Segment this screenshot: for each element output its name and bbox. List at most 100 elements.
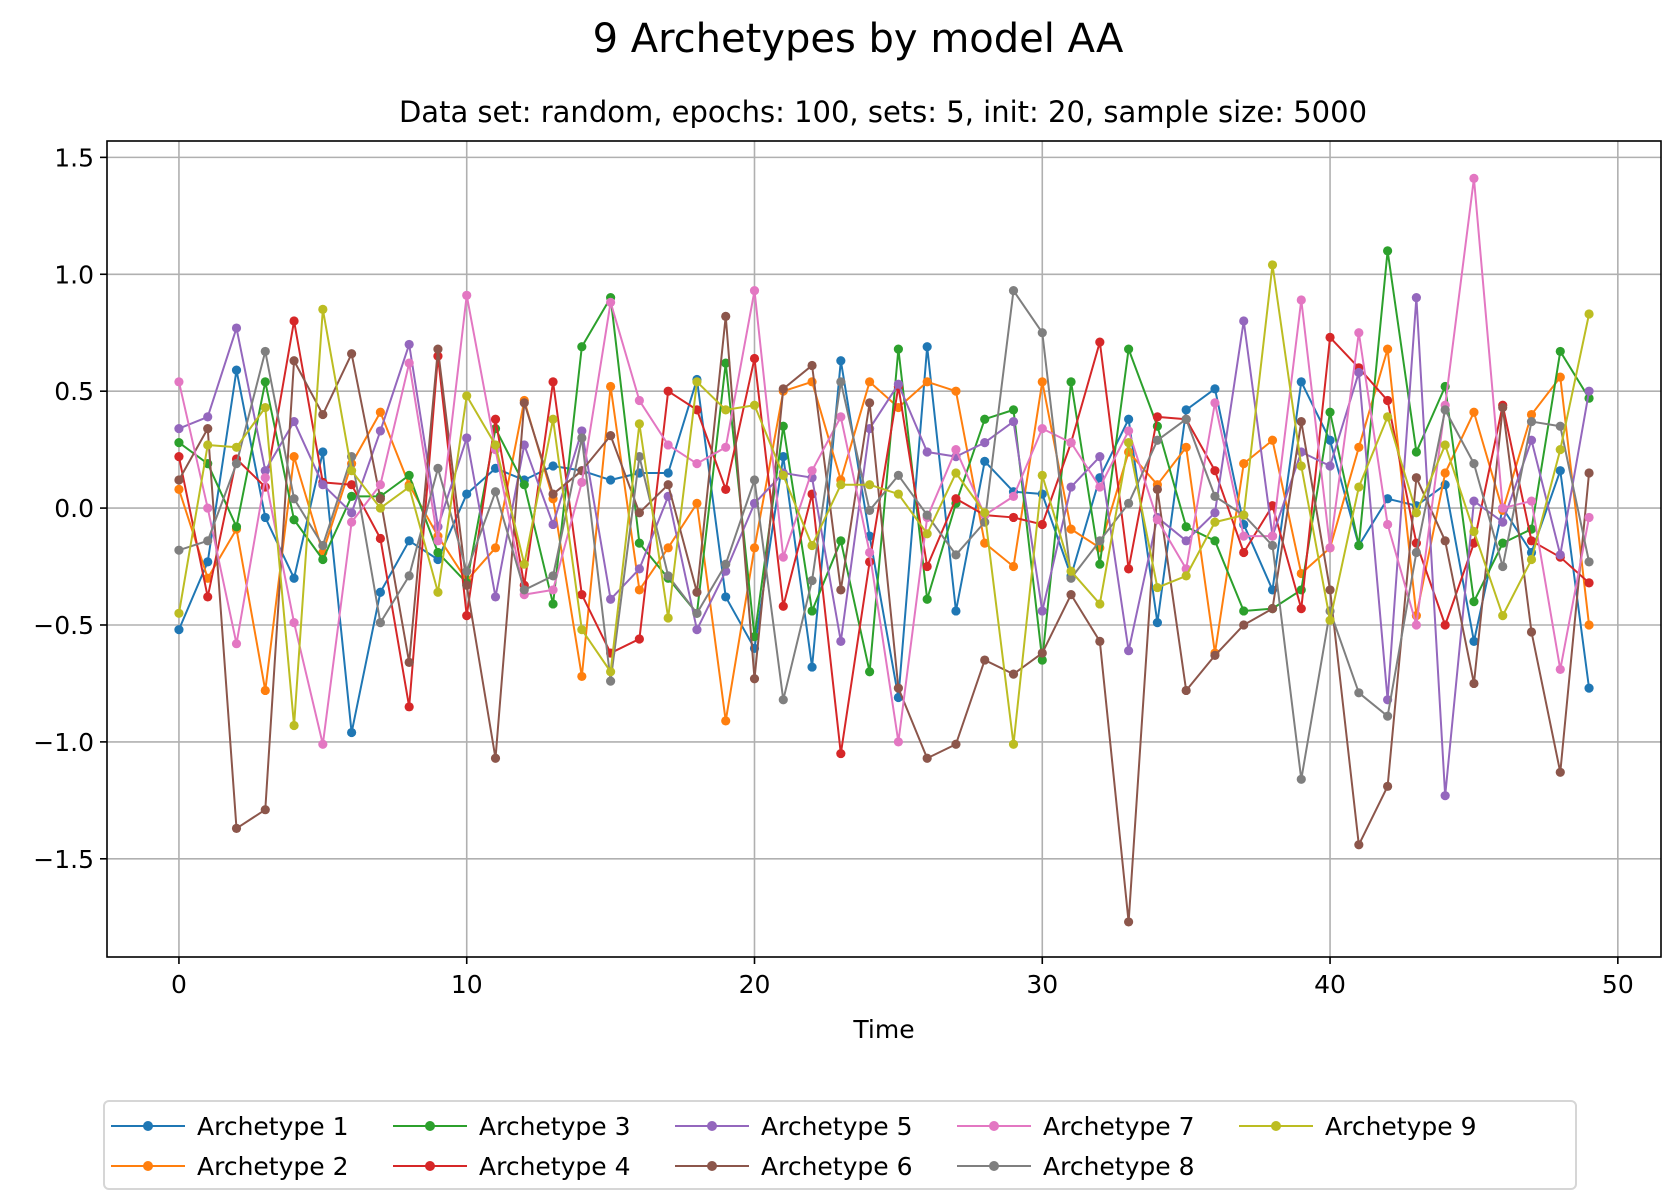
data-point xyxy=(749,353,760,364)
data-point xyxy=(836,412,846,422)
data-point xyxy=(1526,554,1537,565)
data-point xyxy=(634,585,644,595)
data-point xyxy=(749,543,760,553)
series-8 xyxy=(174,286,1594,784)
series-line xyxy=(177,263,1591,746)
data-point xyxy=(1498,611,1508,621)
legend-item: Archetype 2 xyxy=(111,1146,349,1186)
data-point xyxy=(865,398,875,408)
data-point xyxy=(1296,461,1306,471)
data-point xyxy=(692,587,702,597)
data-point xyxy=(260,402,270,413)
legend-swatch xyxy=(957,1114,1031,1138)
data-point xyxy=(174,625,184,635)
data-point xyxy=(1124,344,1134,354)
data-point xyxy=(836,748,846,759)
data-point xyxy=(260,512,270,523)
data-point xyxy=(433,536,443,546)
data-point xyxy=(1383,711,1393,721)
series-line xyxy=(178,296,1591,797)
data-point xyxy=(490,414,501,424)
data-point xyxy=(663,468,673,478)
data-point xyxy=(1037,606,1047,616)
data-point xyxy=(721,442,731,452)
data-point xyxy=(404,482,414,492)
data-point xyxy=(922,529,932,539)
x-tick-label: 10 xyxy=(451,970,483,999)
data-point xyxy=(1210,398,1220,408)
series-line xyxy=(178,289,1591,781)
data-point xyxy=(375,587,385,597)
data-point xyxy=(1440,536,1450,546)
data-point xyxy=(1210,517,1220,527)
data-point xyxy=(663,480,673,490)
data-point xyxy=(347,466,357,476)
legend-label: Archetype 3 xyxy=(479,1111,631,1141)
x-tick-label: 0 xyxy=(171,970,187,999)
data-point xyxy=(951,550,961,560)
data-point xyxy=(1469,173,1479,184)
data-point xyxy=(318,304,328,314)
data-point xyxy=(260,473,270,483)
legend-label: Archetype 5 xyxy=(761,1111,913,1141)
data-point xyxy=(1008,416,1019,427)
data-point xyxy=(749,286,760,296)
data-point xyxy=(1239,510,1249,520)
data-point xyxy=(721,311,731,321)
data-point xyxy=(318,540,328,551)
data-point xyxy=(1469,407,1479,417)
data-point xyxy=(1526,536,1537,546)
data-point xyxy=(951,494,961,504)
legend-swatch xyxy=(1239,1114,1313,1138)
data-point xyxy=(1469,678,1479,689)
data-point xyxy=(778,470,788,480)
data-point xyxy=(519,559,529,569)
data-point xyxy=(606,676,616,686)
series-3 xyxy=(174,246,1594,677)
data-point xyxy=(1469,459,1479,469)
data-point xyxy=(1584,620,1594,630)
data-point xyxy=(1210,491,1220,501)
data-point xyxy=(893,470,903,480)
data-point xyxy=(1124,426,1134,436)
data-point xyxy=(980,414,990,424)
data-point xyxy=(1555,550,1565,560)
data-point xyxy=(1037,519,1047,530)
data-point xyxy=(375,426,385,436)
data-point xyxy=(1383,494,1393,504)
data-point xyxy=(1037,423,1047,434)
data-point xyxy=(778,384,788,394)
data-point xyxy=(1440,791,1450,801)
legend-item: Archetype 5 xyxy=(675,1106,913,1146)
data-point xyxy=(1124,438,1134,448)
data-point xyxy=(231,522,242,532)
axis-ticks: 0 10 20 30 40 50 1.5 1.0 0.5 0.0 −0.5 −1.0 −1.5 xyxy=(33,143,1633,999)
data-point xyxy=(1008,512,1019,523)
data-point xyxy=(634,395,644,406)
data-point xyxy=(721,559,731,569)
data-point xyxy=(1411,508,1421,518)
data-point xyxy=(807,662,817,672)
data-point xyxy=(634,508,644,518)
data-point xyxy=(375,618,385,628)
data-point xyxy=(1095,636,1105,646)
data-point xyxy=(1152,435,1162,445)
data-point xyxy=(807,606,817,616)
data-point xyxy=(606,297,616,307)
data-point xyxy=(1325,332,1335,343)
data-point xyxy=(1066,524,1076,534)
data-point xyxy=(1008,491,1019,501)
data-point xyxy=(1354,328,1364,338)
data-point xyxy=(749,674,760,684)
data-point xyxy=(1440,468,1450,478)
y-tick-label: −1.0 xyxy=(33,728,94,757)
y-tick-label: 1.5 xyxy=(54,143,94,172)
data-point xyxy=(922,342,932,352)
legend-item: Archetype 3 xyxy=(393,1106,631,1146)
data-point xyxy=(1267,540,1278,551)
data-point xyxy=(606,431,616,441)
data-point xyxy=(721,716,731,726)
data-point xyxy=(1354,840,1364,850)
data-point xyxy=(1354,482,1364,492)
data-point xyxy=(836,480,846,490)
